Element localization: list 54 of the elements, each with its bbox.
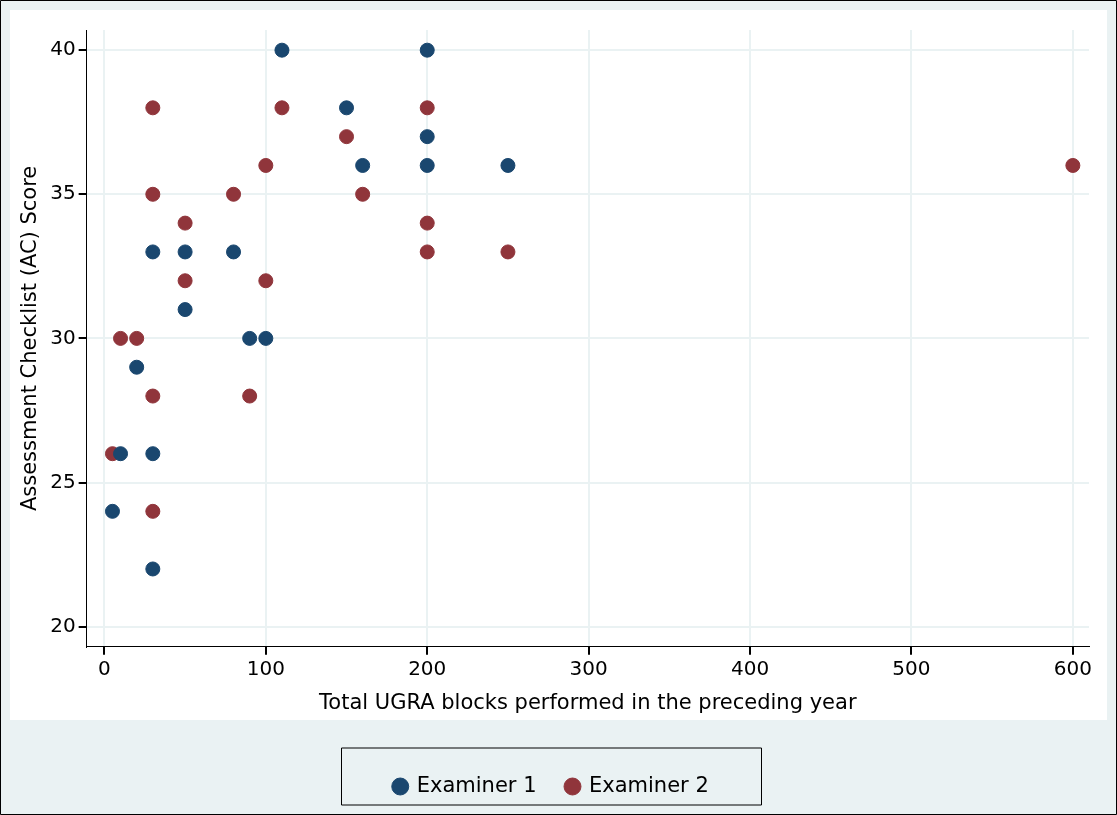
y-tick-label: 20 [50,612,76,637]
point [419,244,435,260]
point [129,330,145,346]
point [145,186,161,202]
point [339,129,355,145]
x-tick-label: 0 [98,656,111,680]
legend-label: Examiner 1 [416,772,537,797]
point [355,186,371,202]
point [104,503,120,519]
y-tick-label: 25 [50,468,76,493]
point [258,157,274,173]
point [177,273,193,289]
point [145,388,161,404]
x-tick-label: 200 [408,656,447,680]
point [419,42,435,58]
x-axis-title: Total UGRA blocks performed in the preceding year [318,689,857,714]
point [113,446,129,462]
x-tick-label: 500 [892,656,931,680]
point [226,244,242,260]
point [419,215,435,231]
legend-label: Examiner 2 [589,772,709,797]
point [177,302,193,318]
point [145,503,161,519]
y-axis-title: Assessment Checklist (AC) Score [17,165,42,512]
y-tick-label: 30 [50,324,76,349]
y-tick-label: 40 [50,36,76,61]
point [274,42,290,58]
point [242,330,258,346]
point [145,561,161,577]
point [258,273,274,289]
point [355,157,371,173]
point [500,157,516,173]
point [145,100,161,116]
point [419,157,435,173]
point [419,100,435,116]
point [258,330,274,346]
point [177,215,193,231]
point [113,330,129,346]
point [419,129,435,145]
point [274,100,290,116]
point [129,359,145,375]
x-tick-label: 600 [1053,656,1092,680]
point [242,388,258,404]
x-tick-label: 300 [569,656,608,680]
point [177,244,193,260]
x-tick-label: 400 [730,656,770,680]
y-tick-label: 35 [50,180,76,205]
point [226,186,242,202]
point [145,446,161,462]
point [500,244,516,260]
point [1065,157,1081,173]
point [145,244,161,260]
point [339,100,355,116]
x-tick-label: 100 [246,656,285,680]
